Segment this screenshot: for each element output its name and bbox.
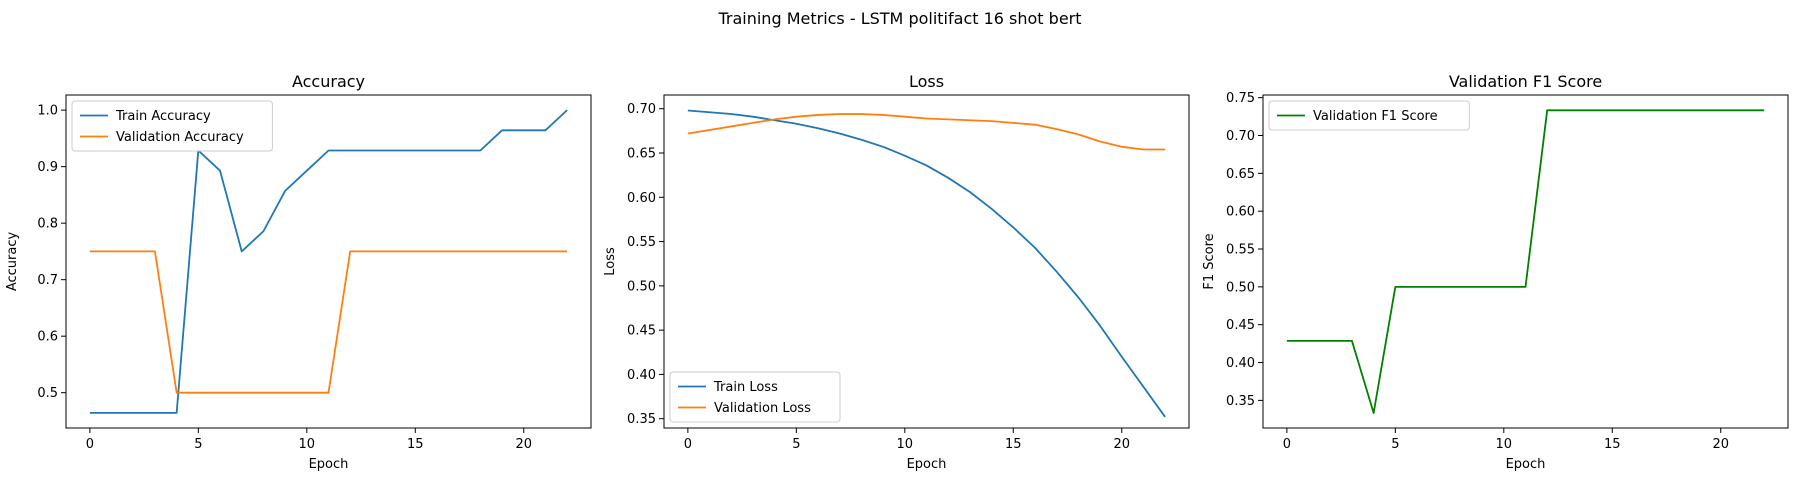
y-tick-label: 0.55 [627,235,656,250]
y-tick-label: 0.65 [1226,167,1255,182]
x-tick-label: 10 [299,437,316,452]
chart-panel-1: Accuracy 0 5 10 15 20 0.5 0.6 0.7 0.8 0.9 1.0 Epoch A… [5,72,592,472]
panel-title: Loss [909,72,944,91]
y-tick-label: 0.6 [37,330,58,345]
series-line-validation-loss [687,113,1166,151]
y-tick-label: 0.55 [1226,243,1255,258]
legend-box [71,100,273,152]
y-tick-label: 0.70 [627,102,656,117]
x-axis-label: Epoch [907,457,947,472]
y-axis-label: Loss [603,247,618,276]
y-tick-label: 0.45 [1226,318,1255,333]
y-tick-label: 0.65 [627,147,656,162]
legend-box [669,371,841,423]
y-tick-label: 0.70 [1226,129,1255,144]
x-tick-label: 5 [194,437,202,452]
legend-entry-label: Train Accuracy [115,109,211,124]
figure-suptitle: Training Metrics - LSTM politifact 16 sh… [717,9,1081,28]
axes-frame [1262,94,1789,429]
series-line-train-loss [687,109,1166,418]
legend-entry-label: Validation Accuracy [116,130,244,145]
legend-entry-label: Train Loss [713,380,778,395]
legend: Train Accuracy Validation Accuracy [71,100,273,152]
legend-entry-label: Validation Loss [714,401,811,416]
panel-title: Accuracy [292,72,365,91]
y-tick-label: 0.9 [37,160,58,175]
y-tick-label: 0.50 [627,279,656,294]
x-tick-label: 0 [684,437,692,452]
y-tick-label: 0.60 [627,191,656,206]
x-axis-label: Epoch [309,457,349,472]
y-tick-label: 0.8 [37,217,58,232]
y-tick-label: 0.7 [37,273,58,288]
legend-box [1268,100,1470,131]
y-tick-label: 0.35 [1226,394,1255,409]
x-tick-label: 20 [1712,437,1729,452]
y-tick-label: 0.5 [37,386,58,401]
y-tick-label: 0.75 [1226,91,1255,106]
y-tick-label: 0.40 [627,368,656,383]
y-tick-label: 0.60 [1226,205,1255,220]
y-tick-label: 0.35 [627,412,656,427]
series-line-validation-accuracy [89,250,568,394]
x-tick-label: 0 [86,437,94,452]
y-tick-label: 1.0 [37,104,58,119]
x-tick-label: 10 [1496,437,1513,452]
x-tick-label: 10 [897,437,914,452]
x-tick-label: 20 [1113,437,1130,452]
x-tick-label: 0 [1283,437,1291,452]
x-tick-label: 15 [1604,437,1621,452]
x-axis-label: Epoch [1506,457,1546,472]
chart-panel-2: Loss 0 5 10 15 20 0.35 0.40 0.45 0.50 0.55 0.60 0.65… [603,72,1190,472]
y-tick-label: 0.50 [1226,280,1255,295]
axes-frame [663,94,1190,429]
y-axis-label: F1 Score [1202,233,1217,289]
y-tick-label: 0.45 [627,324,656,339]
y-tick-label: 0.40 [1226,356,1255,371]
legend-entry-label: Validation F1 Score [1313,109,1438,124]
axes-frame [65,94,592,429]
x-tick-label: 5 [1391,437,1399,452]
x-tick-label: 15 [407,437,424,452]
y-axis-label: Accuracy [5,232,20,292]
x-tick-label: 20 [515,437,532,452]
x-tick-label: 5 [792,437,800,452]
x-tick-label: 15 [1005,437,1022,452]
chart-panel-3: Validation F1 Score 0 5 10 15 20 0.35 0.40 0.45 0… [1202,72,1789,472]
series-line-validation-f1-score [1286,109,1765,414]
legend: Validation F1 Score [1268,100,1470,131]
series-line-train-accuracy [89,109,568,414]
legend: Train Loss Validation Loss [669,371,841,423]
panel-title: Validation F1 Score [1449,72,1602,91]
